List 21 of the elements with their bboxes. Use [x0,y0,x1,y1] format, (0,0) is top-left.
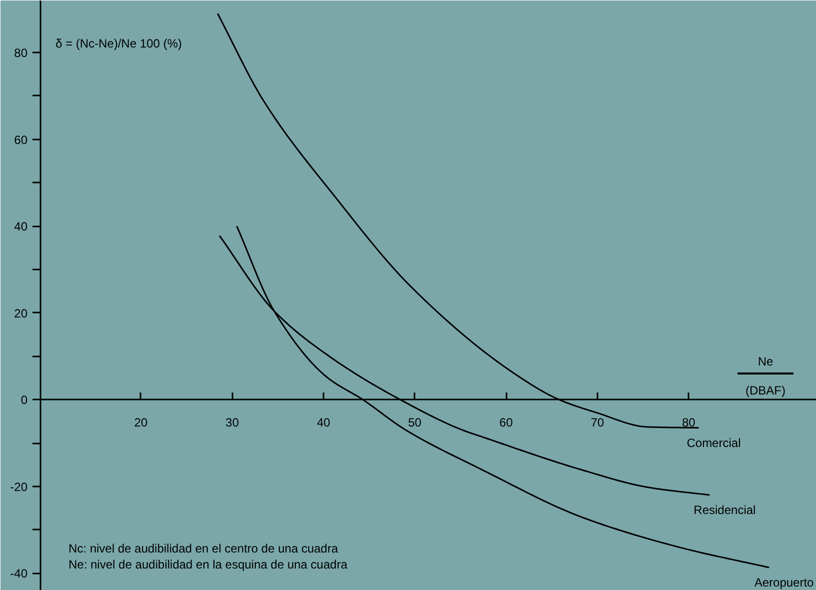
x-tick-label: 20 [134,416,148,430]
y-tick-label: -40 [10,566,28,581]
x-tick-label: 30 [226,416,240,430]
y-tick-label: 60 [14,132,28,147]
series-label: Residencial [694,503,756,518]
x-tick-label: 70 [590,416,604,430]
x-tick-label: 40 [316,416,331,430]
x-tick-label: 80 [682,416,696,430]
y-axis-title: δ = (Nc-Ne)/Ne 100 (%) [56,36,182,50]
series-label: Comercial [686,436,741,450]
y-tick-label: 80 [14,46,28,60]
series-label: Aeropuerto [754,576,814,590]
y-tick-label: 20 [14,306,28,320]
annotation: Nc: nivel de audibilidad en el centro de una cuadra [68,542,338,556]
y-tick-label: 0 [20,393,28,408]
x-tick-label: 50 [408,416,422,430]
y-tick-label: 40 [14,220,28,234]
annotation: Ne: nivel de audibilidad en la esquina de una cuadra [68,558,348,572]
text: Ne (DBAF) [746,354,786,398]
x-tick-label: 60 [499,416,514,430]
y-tick-label: -20 [10,480,28,494]
